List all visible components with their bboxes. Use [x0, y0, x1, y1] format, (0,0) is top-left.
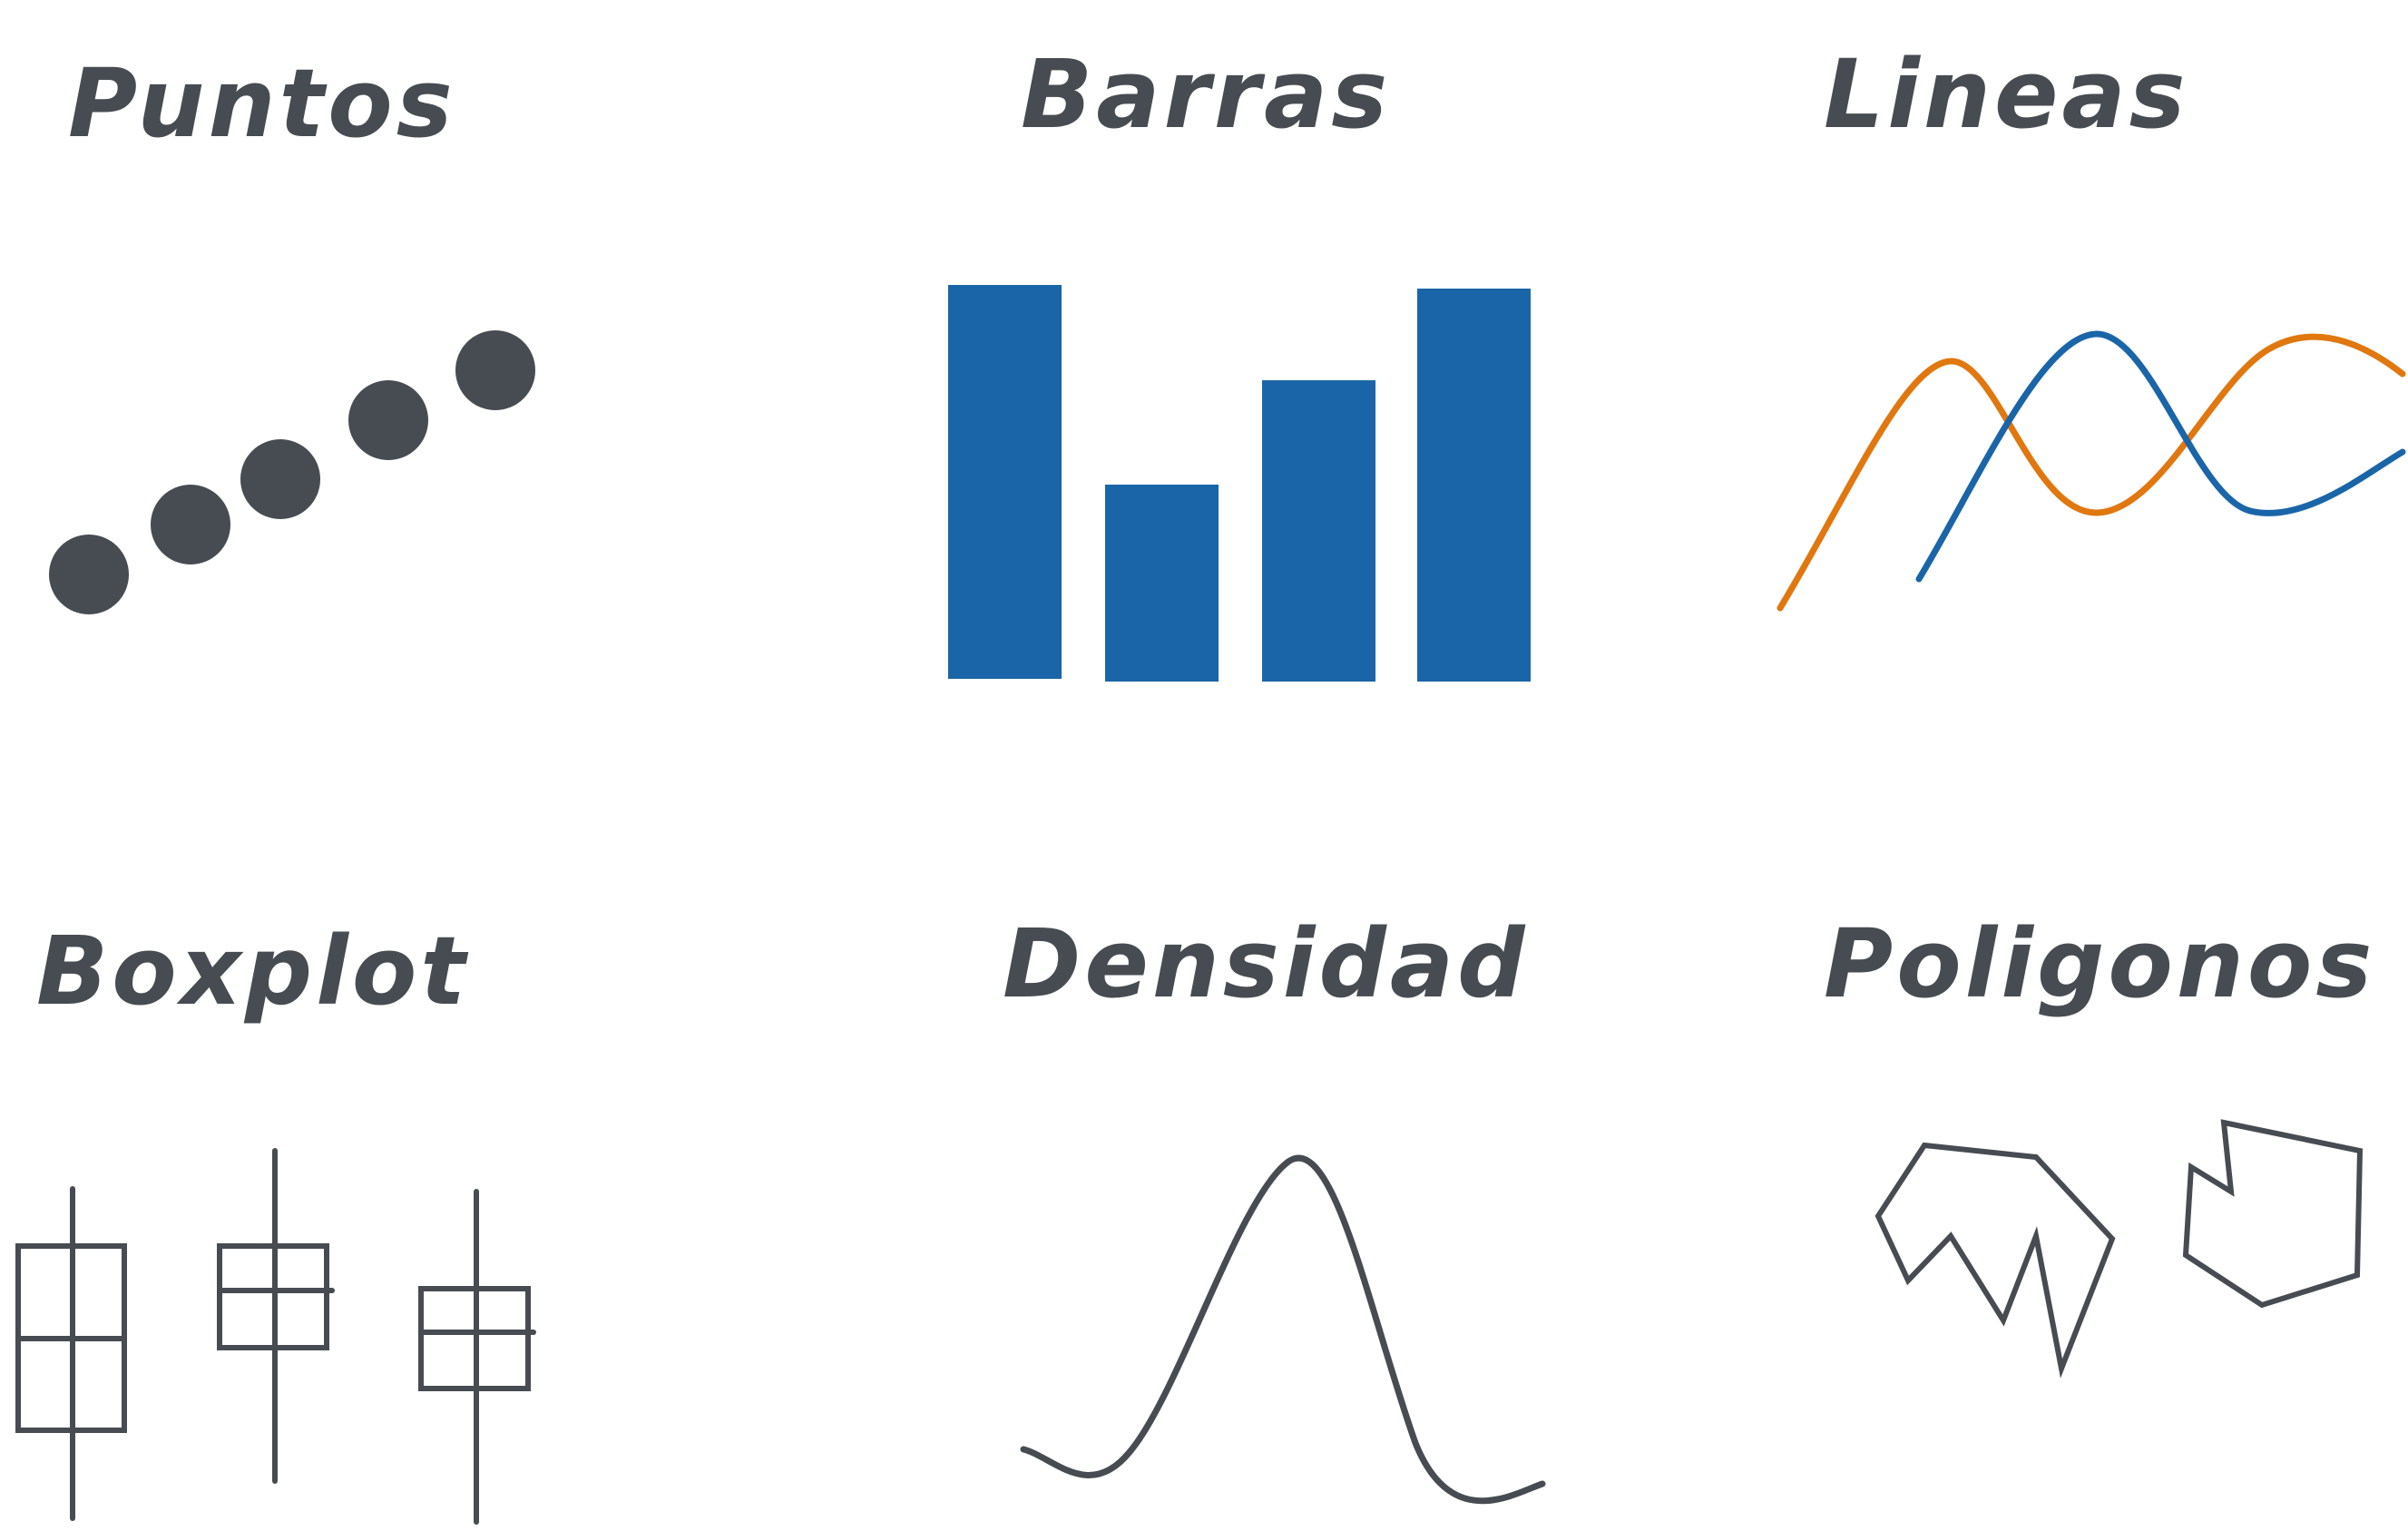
title-lineas: Lineas — [1824, 39, 2189, 150]
bar-3 — [1262, 380, 1375, 682]
boxplot-2 — [217, 1148, 335, 1484]
title-puntos: Puntos — [68, 48, 456, 159]
title-barras: Barras — [1021, 39, 1392, 150]
boxplot-1 — [15, 1186, 127, 1521]
title-boxplot: Boxplot — [36, 916, 470, 1026]
line-blue — [1915, 330, 2406, 583]
point-2 — [151, 485, 230, 564]
title-densidad: Densidad — [1003, 908, 1529, 1019]
density-curve — [1020, 1154, 1546, 1505]
polygon-2 — [2182, 1119, 2364, 1309]
boxplot-3 — [418, 1189, 536, 1525]
line-orange — [1777, 333, 2406, 612]
point-1 — [49, 535, 129, 614]
point-3 — [240, 439, 320, 519]
point-5 — [455, 330, 535, 410]
bar-1 — [948, 285, 1062, 679]
bar-4 — [1417, 289, 1531, 682]
title-poligonos: Poligonos — [1824, 908, 2376, 1019]
bar-2 — [1105, 485, 1219, 682]
polygon-1 — [1875, 1142, 2116, 1379]
point-4 — [348, 380, 428, 460]
